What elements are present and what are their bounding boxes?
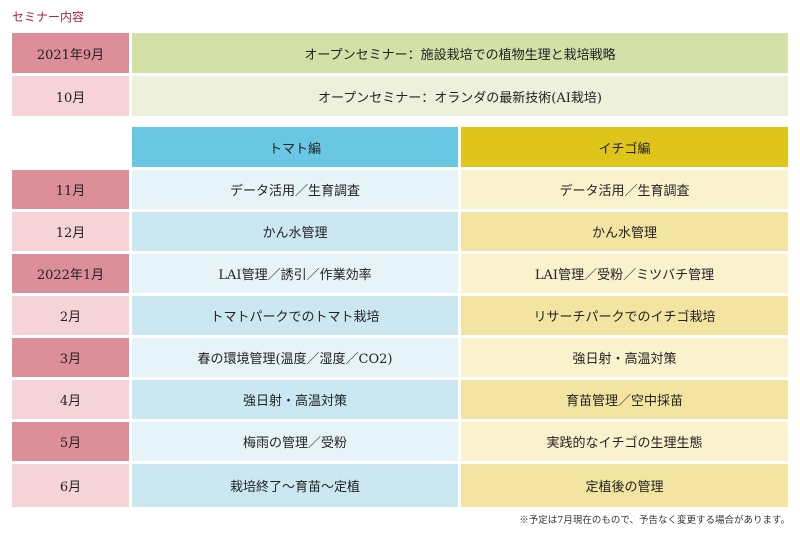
strawberry-topic-cell: 定植後の管理 [461,464,788,507]
tomato-topic-cell: 栽培終了〜育苗〜定植 [132,464,458,507]
month-cell: 12月 [12,212,129,251]
tomato-header: トマト編 [132,127,458,167]
month-cell: 6月 [12,464,129,507]
tomato-topic-cell: トマトパークでのトマト栽培 [132,296,458,335]
month-cell: 2月 [12,296,129,335]
strawberry-topic-cell: リサーチパークでのイチゴ栽培 [461,296,788,335]
footnote: ※予定は7月現在のもので、予告なく変更する場合があります。 [519,515,790,526]
tomato-topic-cell: 強日射・高温対策 [132,380,458,419]
tomato-topic-cell: 梅雨の管理／受粉 [132,422,458,461]
strawberry-topic-cell: 強日射・高温対策 [461,338,788,377]
month-cell: 2021年9月 [12,33,129,73]
month-cell: 3月 [12,338,129,377]
strawberry-topic-cell: 実践的なイチゴの生理生態 [461,422,788,461]
seminar-topic-cell: オープンセミナー：オランダの最新技術(AI栽培) [132,76,788,116]
strawberry-topic-cell: LAI管理／受粉／ミツバチ管理 [461,254,788,293]
strawberry-topic-cell: かん水管理 [461,212,788,251]
month-cell: 2022年1月 [12,254,129,293]
month-cell: 4月 [12,380,129,419]
month-cell: 11月 [12,170,129,209]
seminar-topic-cell: オープンセミナー：施設栽培での植物生理と栽培戦略 [132,33,788,73]
month-cell: 10月 [12,76,129,116]
strawberry-topic-cell: データ活用／生育調査 [461,170,788,209]
tomato-topic-cell: 春の環境管理(温度／湿度／CO2) [132,338,458,377]
strawberry-topic-cell: 育苗管理／空中採苗 [461,380,788,419]
month-cell: 5月 [12,422,129,461]
tomato-topic-cell: LAI管理／誘引／作業効率 [132,254,458,293]
strawberry-header: イチゴ編 [461,127,788,167]
page-title: セミナー内容 [12,10,85,24]
tomato-topic-cell: データ活用／生育調査 [132,170,458,209]
tomato-topic-cell: かん水管理 [132,212,458,251]
